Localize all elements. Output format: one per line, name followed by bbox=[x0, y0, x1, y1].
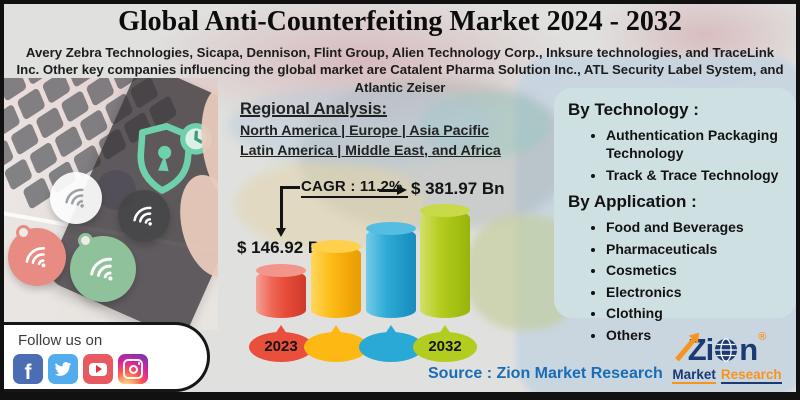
bar-interim-1 bbox=[311, 240, 361, 318]
page-title: Global Anti-Counterfeiting Market 2024 -… bbox=[118, 6, 682, 37]
frame-border bbox=[796, 0, 800, 400]
instagram-icon[interactable] bbox=[118, 354, 148, 384]
nfc-tag-red bbox=[8, 225, 66, 286]
nfc-tag-dark bbox=[118, 190, 170, 242]
twitter-icon[interactable] bbox=[48, 354, 78, 384]
bar-2023 bbox=[256, 264, 306, 318]
application-list: Food and Beverages Pharmaceuticals Cosme… bbox=[568, 218, 782, 344]
arrow-down-icon bbox=[276, 228, 286, 237]
year-badge-empty bbox=[304, 325, 368, 362]
zion-market-research-logo: Zi n ® Market Research bbox=[664, 331, 790, 384]
list-item: Clothing bbox=[606, 304, 782, 322]
facebook-icon[interactable]: f bbox=[13, 354, 43, 384]
follow-us-card: Follow us on f bbox=[0, 322, 210, 392]
cagr-arrow-line bbox=[379, 189, 398, 192]
regional-line-1: North America | Europe | Asia Pacific bbox=[240, 123, 489, 139]
cagr-bracket-line bbox=[280, 186, 300, 189]
source-text: Source : Zion Market Research bbox=[428, 365, 663, 382]
logo-market: Market bbox=[672, 367, 716, 384]
year-badge-2023: 2023 bbox=[249, 325, 313, 362]
nfc-tag-white bbox=[50, 172, 102, 224]
logo-research: Research bbox=[720, 367, 782, 384]
list-item: Track & Trace Technology bbox=[606, 166, 782, 184]
bar-2032 bbox=[420, 204, 470, 318]
frame-border bbox=[0, 0, 800, 4]
regional-analysis: Regional Analysis: North America | Europ… bbox=[240, 100, 501, 161]
globe-icon bbox=[715, 337, 738, 362]
value-2032: $ 381.97 Bn bbox=[411, 179, 505, 198]
follow-us-label: Follow us on bbox=[18, 332, 103, 349]
nfc-tag-green bbox=[70, 233, 136, 302]
frame-border bbox=[0, 0, 4, 400]
frame-border bbox=[0, 392, 800, 400]
cagr-bracket-line bbox=[280, 186, 283, 228]
arrow-right-icon bbox=[397, 184, 407, 195]
technology-list: Authentication Packaging Technology Trac… bbox=[568, 126, 782, 184]
registered-mark: ® bbox=[758, 331, 767, 343]
bar-interim-2 bbox=[366, 222, 416, 318]
youtube-icon[interactable] bbox=[83, 354, 113, 384]
year-badge-2032: 2032 bbox=[413, 325, 477, 362]
list-item: Authentication Packaging Technology bbox=[606, 126, 782, 163]
logo-subtitle: Market Research bbox=[664, 367, 790, 384]
segments-panel: By Technology : Authentication Packaging… bbox=[554, 88, 796, 343]
list-item: Pharmaceuticals bbox=[606, 240, 782, 258]
cagr-label: CAGR : 11.2% bbox=[301, 178, 408, 198]
by-application-heading: By Application : bbox=[568, 192, 697, 212]
social-icons-row: f bbox=[13, 354, 148, 384]
list-item: Food and Beverages bbox=[606, 218, 782, 236]
year-badge-empty bbox=[359, 325, 423, 362]
by-technology-heading: By Technology : bbox=[568, 100, 699, 119]
logo-text: n bbox=[739, 332, 758, 367]
list-item: Cosmetics bbox=[606, 261, 782, 279]
nfc-tags-photo bbox=[0, 78, 218, 330]
list-item: Electronics bbox=[606, 283, 782, 301]
logo-wordmark: Zi n ® bbox=[664, 331, 790, 367]
regional-line-2: Latin America | Middle East, and Africa bbox=[240, 142, 501, 159]
regional-analysis-heading: Regional Analysis: bbox=[240, 100, 388, 118]
